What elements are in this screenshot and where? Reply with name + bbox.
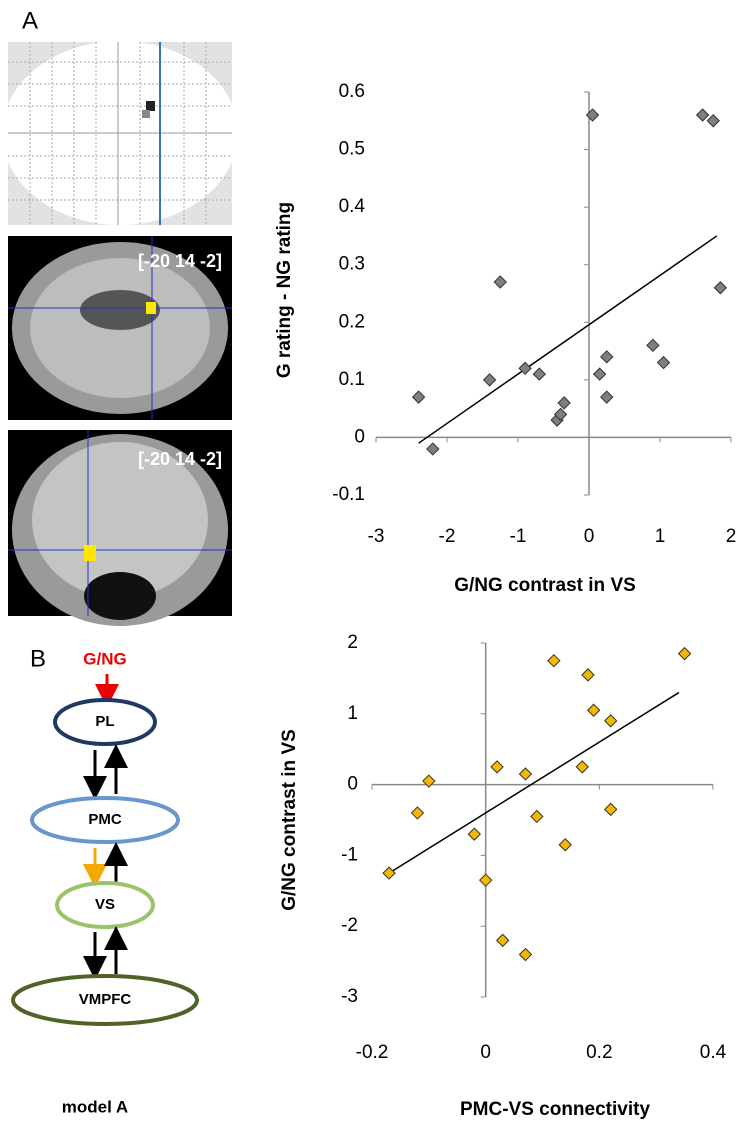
y-tick-label: 0 [347, 774, 358, 795]
point [697, 109, 709, 121]
x-axis-title: G/NG contrast in VS [454, 575, 636, 596]
node-label: VS [95, 896, 115, 913]
point [519, 949, 531, 961]
point [601, 351, 613, 363]
y-tick-label: -2 [341, 915, 358, 936]
point [647, 339, 659, 351]
coordinate-label: [-20 14 -2] [138, 251, 222, 271]
x-tick-label: 0 [584, 526, 595, 547]
x-tick-label: -2 [439, 526, 456, 547]
point [548, 655, 560, 667]
point [413, 391, 425, 403]
point [594, 368, 606, 380]
point [588, 704, 600, 716]
point [714, 282, 726, 294]
x-tick-label: 0.4 [700, 1042, 727, 1063]
point [427, 443, 439, 455]
node-label: PL [95, 713, 114, 730]
y-tick-label: 0 [354, 426, 365, 447]
y-tick-label: 0.6 [339, 81, 365, 102]
point [411, 807, 423, 819]
input-label: G/NG [83, 649, 126, 668]
point [707, 115, 719, 127]
coronal-slice: [-20 14 -2] [8, 430, 232, 626]
point [531, 810, 543, 822]
x-tick-label: -1 [510, 526, 527, 547]
trend-line [419, 236, 717, 443]
x-tick-label: -3 [368, 526, 385, 547]
point [491, 761, 503, 773]
y-tick-label: 2 [347, 632, 358, 653]
y-tick-label: 0.2 [339, 311, 365, 332]
y-tick-label: -3 [341, 986, 358, 1007]
x-tick-label: 1 [655, 526, 666, 547]
point [519, 768, 531, 780]
x-tick-label: 2 [726, 526, 737, 547]
point [582, 669, 594, 681]
point [605, 803, 617, 815]
x-axis-title: PMC-VS connectivity [460, 1099, 650, 1120]
point [679, 648, 691, 660]
x-tick-label: -0.2 [356, 1042, 389, 1063]
point [494, 276, 506, 288]
y-tick-label: 0.4 [339, 196, 366, 217]
y-tick-label: 0.1 [339, 369, 365, 390]
figure: A B [-20 14 -2] [-20 14 -2] [0, 0, 737, 1124]
x-tick-label: 0 [480, 1042, 491, 1063]
node-label: VMPFC [79, 991, 132, 1008]
point [658, 357, 670, 369]
point [383, 867, 395, 879]
point [480, 874, 492, 886]
glass-brain [2, 41, 238, 225]
y-tick-label: 0.5 [339, 139, 365, 160]
point [559, 839, 571, 851]
point [605, 715, 617, 727]
node-label: PMC [88, 811, 122, 828]
panel-label: B [30, 645, 46, 672]
point [533, 368, 545, 380]
y-axis-title: G rating - NG rating [274, 202, 295, 378]
y-tick-label: -1 [341, 844, 358, 865]
point [558, 397, 570, 409]
point [468, 828, 480, 840]
point [497, 934, 509, 946]
point [601, 391, 613, 403]
axial-slice: [-20 14 -2] [8, 236, 232, 420]
y-axis-title: G/NG contrast in VS [279, 729, 300, 911]
model-diagram: G/NG PL PMC VS VMPFC model A [13, 649, 197, 1116]
y-tick-label: 1 [347, 703, 358, 724]
x-tick-label: 0.2 [586, 1042, 612, 1063]
panel-label: A [22, 7, 38, 34]
y-tick-label: 0.3 [339, 254, 365, 275]
caption: model A [62, 1097, 128, 1116]
y-tick-label: -0.1 [332, 484, 365, 505]
point [576, 761, 588, 773]
point [484, 374, 496, 386]
coordinate-label: [-20 14 -2] [138, 449, 222, 469]
